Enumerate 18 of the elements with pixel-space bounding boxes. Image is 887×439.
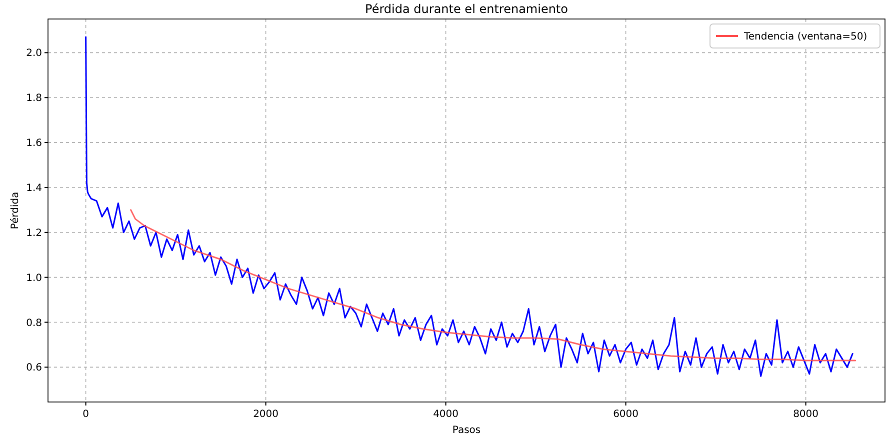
y-tick-label: 1.4	[26, 182, 42, 194]
y-tick-label: 2.0	[26, 48, 42, 60]
x-axis-title: Pasos	[452, 425, 481, 436]
y-tick-label: 1.8	[26, 93, 42, 104]
y-axis-title: Pérdida	[10, 192, 21, 230]
line-series	[130, 209, 856, 362]
y-tick-label: 0.8	[26, 318, 42, 329]
x-tick-label: 4000	[433, 409, 459, 420]
y-tick-label: 1.6	[26, 138, 42, 150]
y-tick-label: 1.2	[26, 228, 42, 239]
y-tick-label: 0.6	[26, 362, 42, 374]
x-tick-label: 8000	[793, 409, 819, 420]
y-tick-label: 1.0	[26, 272, 42, 284]
x-tick-label: 0	[82, 409, 89, 420]
x-tick-label: 2000	[253, 409, 279, 420]
chart-title: Pérdida durante el entrenamiento	[365, 2, 568, 16]
x-tick-label: 6000	[613, 409, 639, 420]
legend-label: Tendencia (ventana=50)	[743, 32, 868, 42]
